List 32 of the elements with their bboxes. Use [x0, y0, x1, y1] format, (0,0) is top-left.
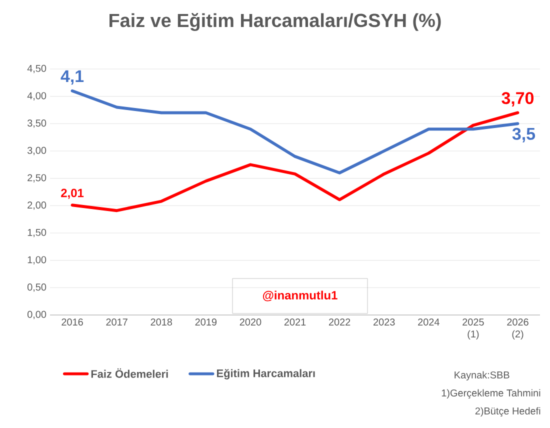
text: 2)Bütçe Hedefi	[475, 407, 540, 417]
x-tick-label: 2017	[106, 318, 128, 326]
x-tick-label: 2019	[195, 318, 217, 326]
data-label: 3,70	[502, 92, 534, 107]
y-tick-label: 4,00	[27, 92, 46, 100]
y-tick-label: 2,00	[28, 202, 46, 210]
x-tick-label: 2023	[374, 318, 395, 326]
y-tick-label: 0,00	[27, 310, 46, 320]
x-tick-label: 2024	[418, 318, 440, 326]
y-tick-label: 1,50	[28, 228, 46, 238]
x-tick-label: 2025 (1)	[462, 318, 484, 340]
legend-label: Faiz Ödemeleri	[91, 368, 168, 378]
x-tick-label: 2016	[62, 318, 83, 326]
y-tick-label: 0,50	[27, 284, 46, 292]
x-tick-label: 2022	[328, 318, 350, 326]
y-tick-label: 4,50	[27, 64, 46, 74]
y-tick-label: 3,00	[27, 146, 46, 156]
text: 1)Gerçekleme Tahmini	[442, 389, 540, 399]
y-tick-label: 3,50	[27, 120, 46, 128]
chart-title: Faiz ve Eğitim Harcamaları/GSYH (%)	[110, 13, 441, 31]
legend-label: Eğitim Harcamaları	[217, 369, 315, 380]
data-label: 4,1	[60, 70, 84, 85]
x-tick-label: 2020	[240, 318, 262, 326]
y-tick-label: 1,00	[28, 256, 46, 264]
data-label: 2,01	[61, 188, 84, 199]
x-tick-label: 2026 (2)	[507, 318, 528, 340]
data-label: 3,5	[512, 128, 536, 142]
x-tick-label: 2021	[284, 318, 306, 326]
x-tick-label: 2018	[150, 318, 172, 326]
annotation: @inanmutlu1	[262, 290, 338, 302]
y-tick-label: 2,50	[28, 174, 46, 182]
text: Kaynak:SBB	[454, 371, 510, 380]
